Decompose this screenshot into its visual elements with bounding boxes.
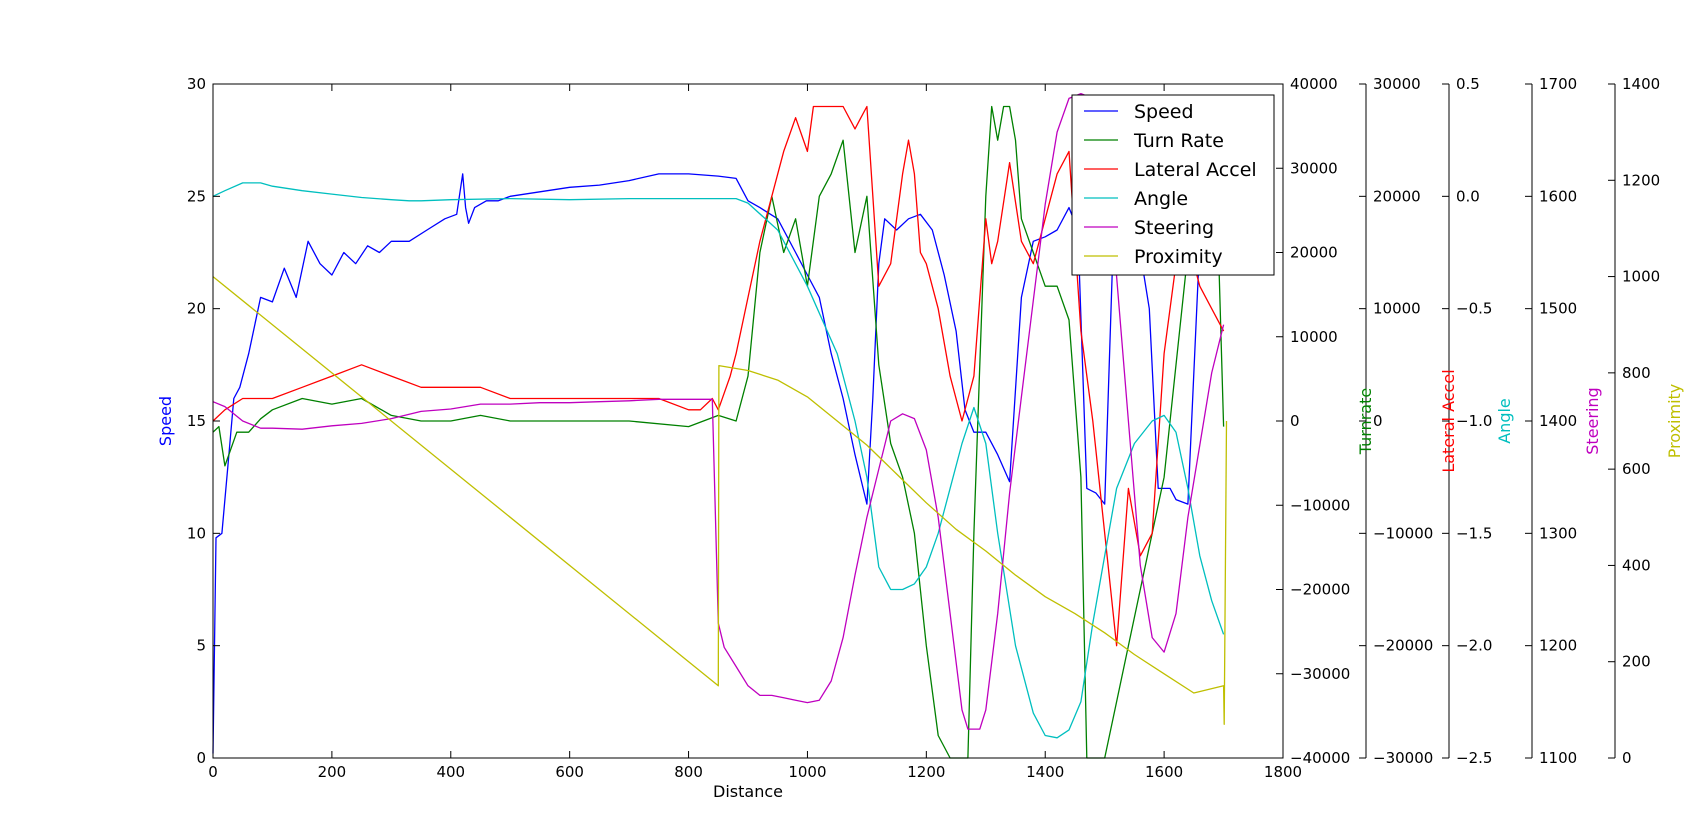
- turn-tick-label: 10000: [1290, 328, 1338, 346]
- steer-tick-label: 0: [1622, 749, 1632, 767]
- angle-tick-label: 1100: [1539, 749, 1577, 767]
- turnrate-tick-label: 10000: [1373, 300, 1421, 318]
- x-tick-label: 800: [674, 763, 703, 781]
- turn-tick-label: −10000: [1290, 496, 1350, 514]
- turnrate-tick-label: −10000: [1373, 524, 1433, 542]
- turn-tick-label: 30000: [1290, 159, 1338, 177]
- lat-tick-label: 0.0: [1456, 187, 1480, 205]
- turnrate-tick-label: −30000: [1373, 749, 1433, 767]
- x-tick-label: 1600: [1145, 763, 1183, 781]
- steer-axis-title: Steering: [1583, 387, 1602, 454]
- steer-tick-label: 800: [1622, 364, 1651, 382]
- speed-tick-label: 5: [196, 637, 206, 655]
- steer-tick-label: 1000: [1622, 268, 1660, 286]
- angle-tick-label: 1400: [1539, 412, 1577, 430]
- angle-tick-label: 1600: [1539, 187, 1577, 205]
- series-line-angle: [212, 182, 1225, 739]
- turnrate-tick-label: 20000: [1373, 187, 1421, 205]
- legend: Speed Turn Rate Lateral Accel Angle Steering…: [1071, 94, 1275, 276]
- x-tick-label: 1800: [1264, 763, 1302, 781]
- speed-tick-label: 15: [187, 412, 206, 430]
- legend-box: [1071, 94, 1275, 276]
- lat-tick-label: −1.5: [1456, 524, 1492, 542]
- steer-tick-label: 200: [1622, 653, 1651, 671]
- angle-tick-label: 1200: [1539, 637, 1577, 655]
- legend-label: Proximity: [1134, 246, 1223, 268]
- angle-tick-label: 1700: [1539, 75, 1577, 93]
- steer-tick-label: 1200: [1622, 171, 1660, 189]
- x-tick-label: 1200: [907, 763, 945, 781]
- series-layer: [212, 92, 1228, 759]
- legend-label: Lateral Accel: [1134, 159, 1257, 181]
- lat-tick-label: −0.5: [1456, 300, 1492, 318]
- axes-layer: 0 200 400 600 800 1000 1200 1400 1600 18000510152…: [156, 75, 1684, 781]
- series-line-speed: [212, 173, 1225, 754]
- series-line-lateral-accel: [212, 105, 1225, 647]
- lat-tick-label: −2.5: [1456, 749, 1492, 767]
- prox-axis-title: Proximity: [1665, 384, 1684, 459]
- steer-tick-label: 1400: [1622, 75, 1660, 93]
- legend-label: Angle: [1134, 188, 1188, 210]
- speed-tick-label: 30: [187, 75, 206, 93]
- steer-tick-label: 400: [1622, 556, 1651, 574]
- x-tick-label: 0: [208, 763, 218, 781]
- turn-tick-label: 20000: [1290, 244, 1338, 262]
- legend-label: Turn Rate: [1133, 130, 1224, 152]
- lat-tick-label: −1.0: [1456, 412, 1492, 430]
- speed-tick-label: 20: [187, 300, 206, 318]
- lat-axis-title: Lateral Accel: [1439, 369, 1458, 472]
- turn-tick-label: 40000: [1290, 75, 1338, 93]
- speed-axis-title: Speed: [156, 396, 175, 446]
- turn-tick-label: −30000: [1290, 665, 1350, 683]
- speed-tick-label: 0: [196, 749, 206, 767]
- x-tick-label: 1400: [1026, 763, 1064, 781]
- lat-tick-label: −2.0: [1456, 637, 1492, 655]
- x-tick-label: 200: [318, 763, 347, 781]
- turnrate-tick-label: 0: [1373, 412, 1383, 430]
- speed-tick-label: 25: [187, 187, 206, 205]
- angle-axis-title: Angle: [1495, 398, 1514, 444]
- turn-tick-label: −20000: [1290, 581, 1350, 599]
- angle-tick-label: 1300: [1539, 524, 1577, 542]
- x-tick-label: 400: [436, 763, 465, 781]
- speed-tick-label: 10: [187, 524, 206, 542]
- x-tick-label: 1000: [788, 763, 826, 781]
- x-tick-label: 600: [555, 763, 584, 781]
- x-axis-label: Distance: [713, 782, 783, 801]
- turnrate-tick-label: −20000: [1373, 637, 1433, 655]
- legend-label: Speed: [1134, 101, 1194, 123]
- legend-label: Steering: [1134, 217, 1214, 239]
- turnrate-axis-title: Turnrate: [1356, 388, 1375, 455]
- turnrate-tick-label: 30000: [1373, 75, 1421, 93]
- turn-tick-label: −40000: [1290, 749, 1350, 767]
- lat-tick-label: 0.5: [1456, 75, 1480, 93]
- steer-tick-label: 600: [1622, 460, 1651, 478]
- turn-tick-label: 0: [1290, 412, 1300, 430]
- series-line-proximity: [212, 276, 1228, 725]
- angle-tick-label: 1500: [1539, 300, 1577, 318]
